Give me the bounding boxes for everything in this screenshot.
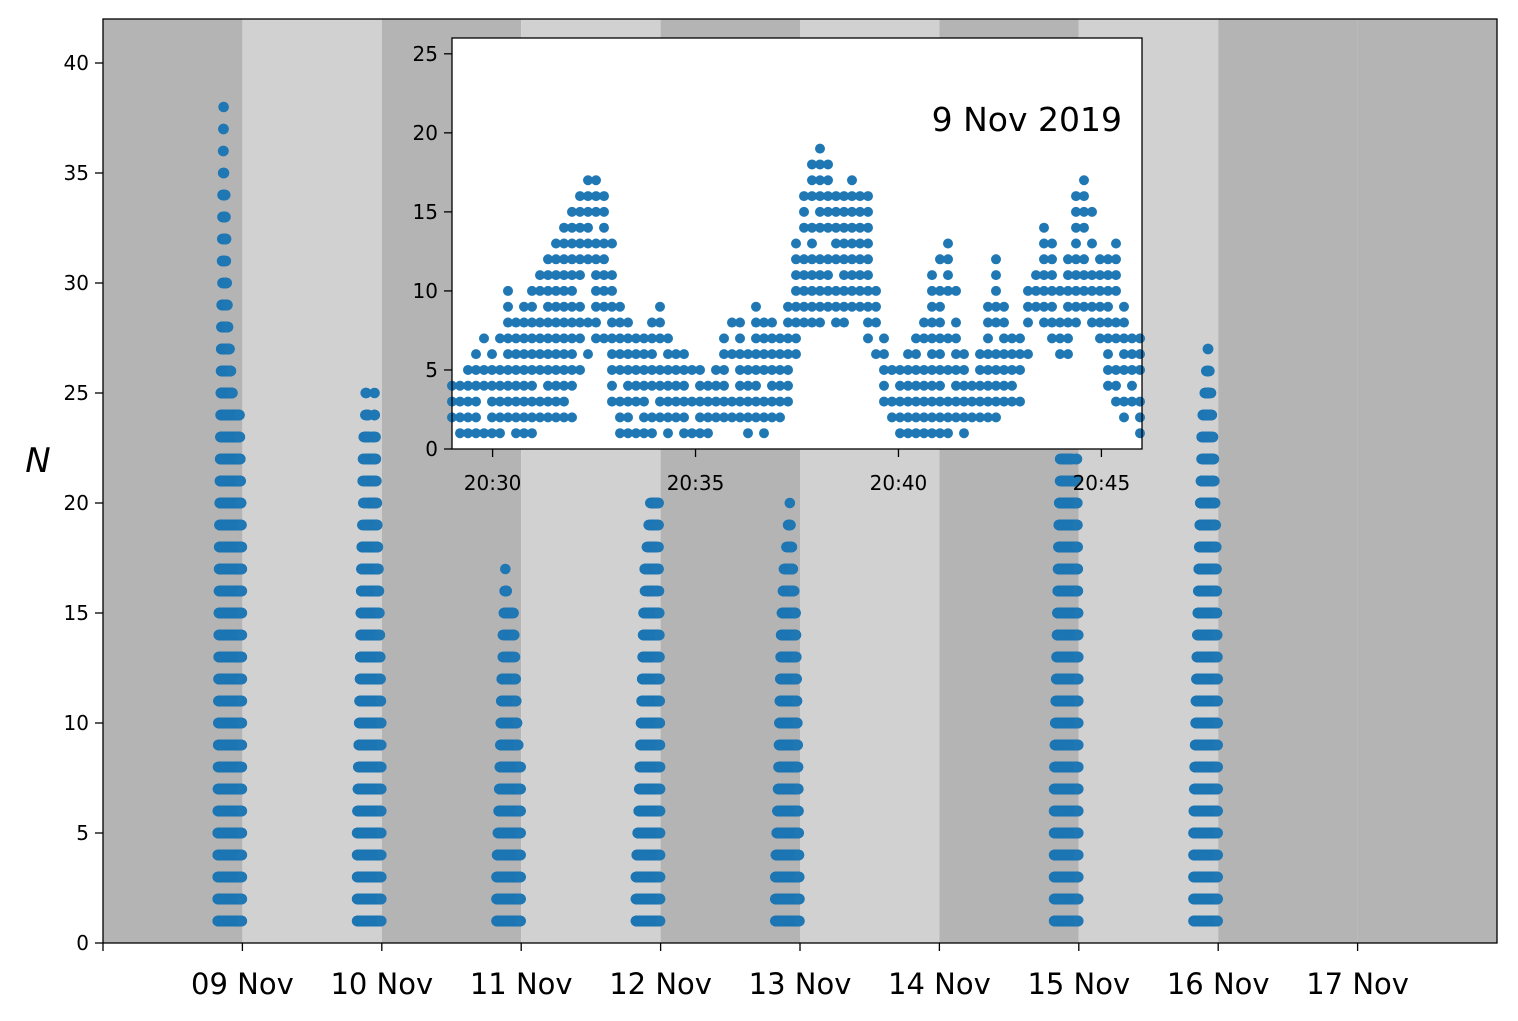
data-point — [235, 475, 247, 487]
main-series — [212, 101, 1223, 927]
data-point — [236, 849, 248, 861]
data-point — [236, 761, 248, 773]
data-point — [236, 827, 248, 839]
data-point — [236, 871, 248, 883]
data-point — [235, 497, 247, 509]
data-point — [236, 717, 248, 729]
data-point — [236, 629, 248, 641]
data-point — [236, 519, 247, 531]
data-point — [236, 805, 248, 817]
data-point — [225, 365, 237, 377]
data-point — [236, 607, 248, 619]
background-band — [1357, 19, 1497, 943]
data-point — [236, 673, 248, 685]
data-point — [236, 695, 248, 707]
data-point — [227, 387, 238, 399]
data-point — [234, 409, 245, 421]
data-point — [236, 651, 248, 663]
data-point — [236, 739, 248, 751]
background-band — [1218, 19, 1358, 943]
data-point — [236, 783, 248, 795]
data-point — [236, 541, 248, 553]
data-point — [236, 893, 248, 905]
data-point — [236, 585, 248, 597]
data-point — [236, 563, 248, 575]
data-point — [236, 915, 248, 927]
data-point — [234, 431, 246, 443]
data-point — [235, 453, 246, 465]
